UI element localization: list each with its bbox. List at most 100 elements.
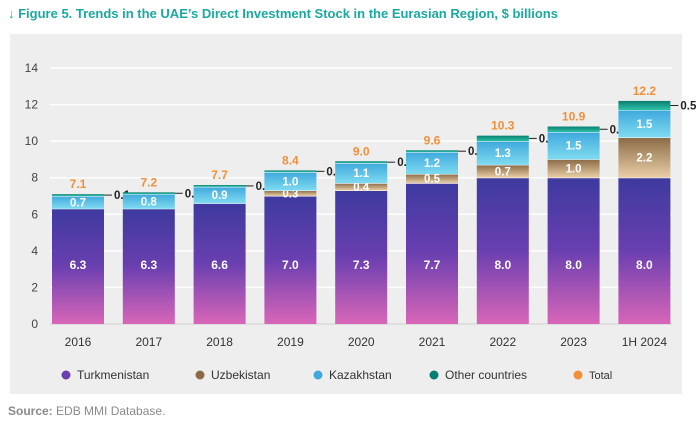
total-label: 7.1 [70,177,87,191]
total-label: 9.6 [424,133,441,147]
legend-marker [61,370,71,380]
x-tick-label: 1H 2024 [622,335,668,349]
x-axis: 2016 2017 2018 2019 2020 2021 2022 2023 1H 2024 [65,335,668,349]
legend-label: Turkmenistan [77,368,149,382]
total-label: 8.4 [282,153,299,167]
data-label-uzbekistan: 0.4 [353,182,370,194]
data-label-turkmenistan: 6.3 [140,258,157,272]
bar-kazakhstan [335,163,388,184]
source-note: Source: EDB MMI Database. [8,404,165,418]
x-tick-label: 2017 [135,335,162,349]
bar-other-countries [52,194,104,196]
legend-label: Kazakhstan [329,368,392,382]
bar-kazakhstan [618,110,671,138]
data-label-uzbekistan: 0.3 [282,188,298,200]
y-tick-label: 0 [31,317,38,331]
total-label: 9.0 [353,144,370,158]
data-label-kazakhstan: 0.8 [141,196,158,208]
bar-group-1h-2024: 8.0 2.2 1.5 0.5 12.2 [618,84,697,324]
legend-marker [573,370,583,380]
bars: 6.30.70.17.16.30.80.17.26.60.90.17.77.00… [52,84,697,324]
bar-turkmenistan [122,208,175,324]
bar-uzbekistan [406,174,458,184]
bar-uzbekistan [547,159,600,178]
source-label: Source: [8,404,53,418]
bar-group-2018: 6.60.90.17.7 [193,168,272,324]
bar-kazakhstan [122,194,175,209]
y-tick-label: 4 [31,244,38,258]
bar-kazakhstan [52,196,104,209]
data-label-turkmenistan: 6.3 [70,258,87,272]
y-tick-label: 12 [25,98,39,112]
legend-item-kazakhstan: Kazakhstan [313,368,392,382]
bar-turkmenistan [547,177,600,324]
legend-marker [313,370,323,380]
legend-item-turkmenistan: Turkmenistan [61,368,149,382]
bar-uzbekistan [618,137,671,178]
bar-other-countries [264,170,317,173]
data-label-kazakhstan: 1.5 [636,119,653,131]
bar-turkmenistan [193,203,246,324]
bar-uzbekistan [264,190,317,196]
bar-turkmenistan [406,183,458,324]
legend-item-other-countries: Other countries [429,368,527,382]
total-label: 10.9 [562,110,586,124]
bar-uzbekistan [335,183,388,191]
data-label-kazakhstan: 1.5 [566,141,583,153]
bar-other-countries [547,126,600,132]
bar-turkmenistan [618,177,671,324]
legend: Turkmenistan Uzbekistan Kazakhstan Other co… [61,368,612,382]
bar-group-2023: 8.01.01.50.310.9 [547,110,626,324]
bar-turkmenistan [264,196,317,324]
bar-other-countries [618,100,671,111]
data-label-turkmenistan: 8.0 [494,258,511,272]
legend-marker [429,370,439,380]
total-label: 12.2 [633,84,657,98]
data-label-turkmenistan: 7.3 [353,258,370,272]
bar-other-countries [122,192,175,195]
x-tick-label: 2019 [277,335,304,349]
data-label-uzbekistan: 2.2 [636,153,652,165]
legend-item-uzbekistan: Uzbekistan [195,368,270,382]
bar-group-2021: 7.70.51.20.19.6 [406,133,485,324]
data-label-kazakhstan: 1.3 [495,148,511,160]
bar-kazakhstan [264,172,317,191]
x-tick-label: 2020 [348,335,375,349]
bar-other-countries [335,161,388,164]
x-tick-label: 2016 [65,335,92,349]
y-tick-label: 14 [25,61,39,75]
data-label-turkmenistan: 7.7 [424,258,441,272]
bar-group-2020: 7.30.41.10.19.0 [335,144,414,324]
bar-kazakhstan [193,186,246,204]
legend-label: Other countries [445,368,527,382]
data-label-kazakhstan: 1.0 [282,176,298,188]
data-label-turkmenistan: 8.0 [636,258,653,272]
bar-turkmenistan [476,177,529,324]
data-label-turkmenistan: 6.6 [211,258,228,272]
y-tick-label: 2 [31,280,38,294]
data-label-turkmenistan: 7.0 [282,258,299,272]
bar-group-2016: 6.30.70.17.1 [52,177,131,324]
y-tick-label: 10 [25,134,39,148]
total-label: 10.3 [491,119,515,133]
bar-group-2022: 8.00.71.30.310.3 [476,119,555,324]
data-label-turkmenistan: 8.0 [565,258,582,272]
data-label-kazakhstan: 0.7 [70,197,86,209]
bar-kazakhstan [406,152,458,175]
bar-turkmenistan [335,190,388,324]
legend-item-total: Total [573,370,612,382]
bar-kazakhstan [476,141,529,165]
bar-kazakhstan [547,132,600,160]
source-text: EDB MMI Database. [56,404,166,418]
data-label-kazakhstan: 1.1 [353,168,370,180]
data-label-kazakhstan: 0.9 [212,190,228,202]
data-label-kazakhstan: 1.2 [424,158,440,170]
total-label: 7.2 [140,175,157,189]
bar-other-countries [193,185,246,187]
data-label-uzbekistan: 0.7 [495,166,511,178]
bar-turkmenistan [52,208,104,324]
bar-other-countries [476,135,529,142]
bar-group-2017: 6.30.80.17.2 [122,175,201,324]
data-label-other-countries: 0.5 [680,100,697,112]
